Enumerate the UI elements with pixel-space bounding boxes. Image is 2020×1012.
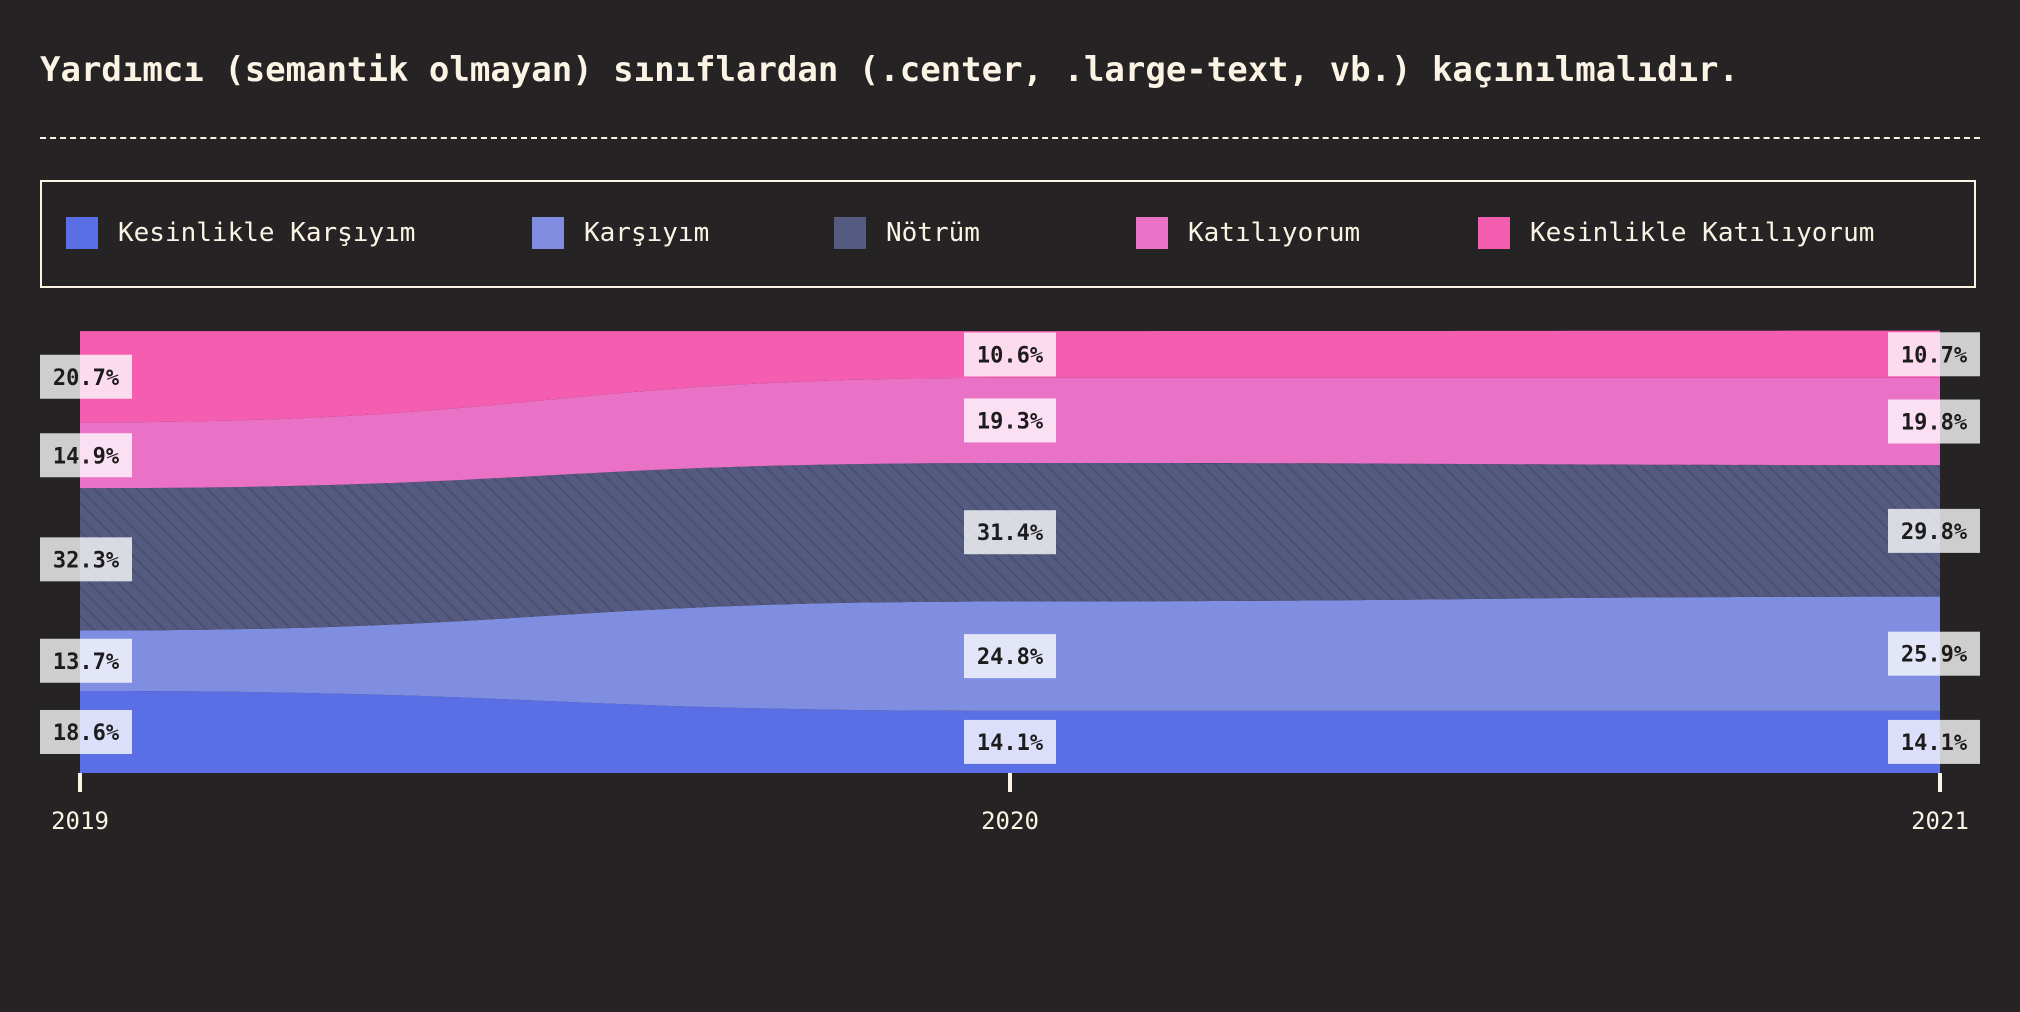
legend-item-katiliyorum: Katılıyorum bbox=[1136, 216, 1360, 250]
data-label-text: 25.9% bbox=[1901, 643, 1968, 668]
data-label-box bbox=[1888, 508, 1980, 553]
data-label: 10.6% bbox=[964, 332, 1056, 377]
legend-item-notrum: Nötrüm bbox=[834, 216, 980, 250]
legend-item-kesinlikle-katiliyorum: Kesinlikle Katılıyorum bbox=[1478, 216, 1874, 250]
area-kesinlikle-katılıyorum bbox=[80, 330, 1940, 423]
data-labels: 18.6% 14.1% 14.1% 13.7% 24.8% 25.9% 32.3% 31.4%… bbox=[40, 332, 1980, 764]
legend: Kesinlikle Karşıyım Karşıyım Nötrüm Katı… bbox=[40, 180, 1976, 288]
data-label: 18.6% bbox=[40, 709, 132, 754]
data-label-box bbox=[40, 537, 132, 582]
legend-swatch bbox=[532, 217, 564, 249]
legend-label: Kesinlikle Karşıyım bbox=[118, 218, 416, 248]
legend-swatch bbox=[834, 217, 866, 249]
legend-label: Kesinlikle Katılıyorum bbox=[1530, 218, 1875, 248]
data-label-text: 29.8% bbox=[1901, 520, 1968, 545]
data-label-box bbox=[964, 719, 1056, 764]
data-label: 24.8% bbox=[964, 634, 1056, 679]
data-label-box bbox=[1888, 631, 1980, 676]
data-label-text: 19.8% bbox=[1901, 411, 1968, 436]
data-label-box bbox=[1888, 332, 1980, 377]
legend-item-kesinlikle-karsiyim: Kesinlikle Karşıyım bbox=[66, 216, 415, 250]
data-label: 19.8% bbox=[1888, 399, 1980, 444]
x-axis: 2019 2020 2021 bbox=[51, 773, 1969, 835]
data-label: 19.3% bbox=[964, 398, 1056, 443]
data-label-text: 18.6% bbox=[53, 721, 120, 746]
data-label-text: 13.7% bbox=[53, 650, 120, 675]
data-label-text: 14.1% bbox=[1901, 731, 1968, 756]
data-label: 14.1% bbox=[1888, 719, 1980, 764]
data-label: 14.9% bbox=[40, 433, 132, 478]
data-label-box bbox=[40, 354, 132, 399]
data-label-box bbox=[964, 398, 1056, 443]
data-label-box bbox=[40, 638, 132, 683]
title-divider bbox=[40, 137, 1980, 139]
data-label-box bbox=[1888, 399, 1980, 444]
legend-swatch bbox=[1478, 217, 1510, 249]
data-label-box bbox=[40, 709, 132, 754]
data-label-box bbox=[964, 510, 1056, 555]
data-label: 14.1% bbox=[964, 719, 1056, 764]
data-label-text: 32.3% bbox=[53, 548, 120, 573]
chart-title: Yardımcı (semantik olmayan) sınıflardan … bbox=[40, 50, 1739, 90]
legend-label: Katılıyorum bbox=[1188, 218, 1361, 248]
x-tick-label: 2021 bbox=[1911, 807, 1969, 835]
data-label: 29.8% bbox=[1888, 508, 1980, 553]
x-tick-label: 2019 bbox=[51, 807, 109, 835]
data-label-box bbox=[964, 634, 1056, 679]
legend-swatch bbox=[1136, 217, 1168, 249]
data-label: 10.7% bbox=[1888, 332, 1980, 377]
data-label-text: 24.8% bbox=[977, 645, 1044, 670]
data-label-box bbox=[1888, 719, 1980, 764]
data-label: 25.9% bbox=[1888, 631, 1980, 676]
data-label-box bbox=[964, 332, 1056, 377]
data-label: 32.3% bbox=[40, 537, 132, 582]
data-label: 31.4% bbox=[964, 510, 1056, 555]
legend-swatch bbox=[66, 217, 98, 249]
legend-label: Karşıyım bbox=[584, 218, 710, 248]
data-label-text: 31.4% bbox=[977, 521, 1044, 546]
data-label-text: 14.1% bbox=[977, 731, 1044, 756]
data-label: 20.7% bbox=[40, 354, 132, 399]
x-tick-label: 2020 bbox=[981, 807, 1039, 835]
data-label: 13.7% bbox=[40, 638, 132, 683]
legend-label: Nötrüm bbox=[886, 218, 980, 248]
data-label-text: 10.6% bbox=[977, 343, 1044, 368]
data-label-text: 14.9% bbox=[53, 444, 120, 469]
data-label-text: 19.3% bbox=[977, 409, 1044, 434]
data-label-box bbox=[40, 433, 132, 478]
legend-item-karsiyim: Karşıyım bbox=[532, 216, 709, 250]
data-label-text: 10.7% bbox=[1901, 343, 1968, 368]
data-label-text: 20.7% bbox=[53, 366, 120, 391]
